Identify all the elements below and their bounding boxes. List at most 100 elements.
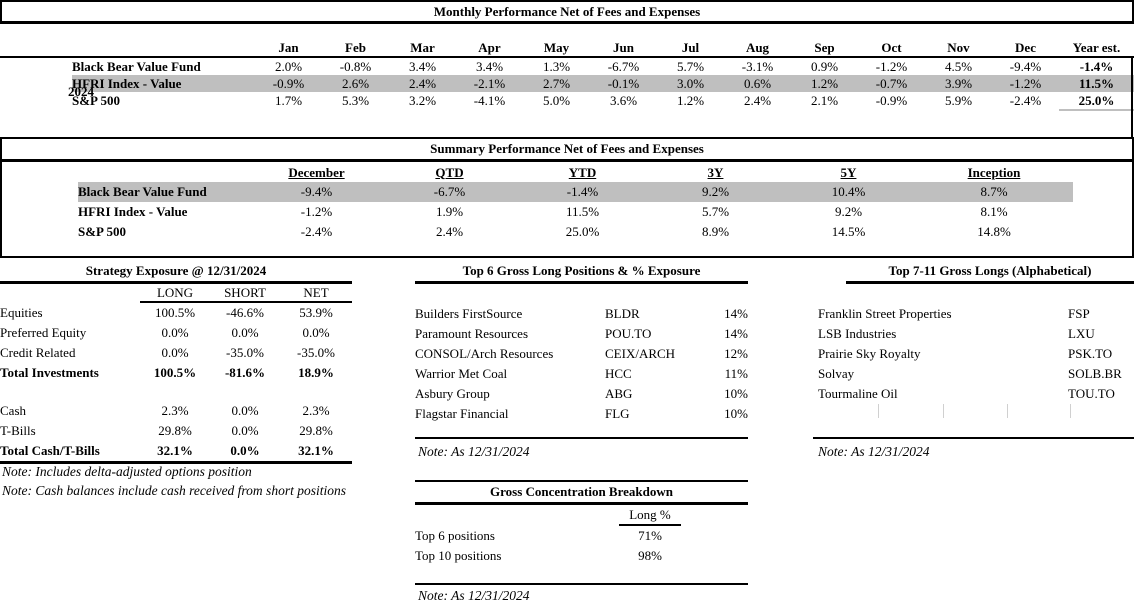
position-ticker: TOU.TO	[1068, 386, 1115, 401]
strategy-cell: 100.5%	[153, 365, 197, 380]
strategy-cell: 53.9%	[299, 305, 333, 320]
top7-11-longs-table: Franklin Street Properties FSP LSB Indus…	[818, 304, 1134, 404]
position-row: Flagstar Financial FLG 10%	[415, 404, 748, 424]
position-row: Builders FirstSource BLDR 14%	[415, 304, 748, 324]
monthly-cell: 5.9%	[944, 93, 973, 108]
position-name: Asbury Group	[415, 386, 490, 401]
position-ticker: ABG	[605, 386, 633, 401]
top7-11-bottom-rule	[813, 437, 1134, 439]
strategy-row: Preferred Equity 0.0% 0.0% 0.0%	[0, 323, 352, 343]
month-header: Apr	[456, 40, 523, 58]
position-pct: 14%	[724, 306, 748, 321]
concentration-cell: 98%	[638, 548, 662, 563]
monthly-cell: 3.6%	[609, 93, 638, 108]
monthly-cell: 2.1%	[810, 93, 839, 108]
concentration-bottom-rule	[415, 583, 748, 585]
row-spacer	[0, 75, 72, 92]
concentration-note: Note: As 12/31/2024	[418, 588, 530, 603]
strategy-cell: 29.8%	[299, 423, 333, 438]
monthly-year-est-cell: 11.5%	[1059, 75, 1134, 92]
monthly-cell: -2.4%	[1009, 93, 1042, 108]
row-spacer	[0, 57, 72, 75]
row-spacer	[0, 182, 78, 202]
position-pct: 14%	[724, 326, 748, 341]
monthly-cell: 0.9%	[810, 58, 839, 74]
strategy-cell: 100.5%	[154, 305, 196, 320]
monthly-cell: 3.2%	[408, 93, 437, 108]
position-ticker: CEIX/ARCH	[605, 346, 676, 361]
summary-cell: 10.4%	[782, 182, 915, 202]
monthly-cell: 1.3%	[542, 58, 571, 74]
summary-table-border	[0, 137, 1134, 258]
row-label: HFRI Index - Value	[78, 204, 188, 219]
row-label: Black Bear Value Fund	[72, 58, 201, 74]
row-label: Total Investments	[0, 365, 99, 380]
blank-cell	[693, 526, 748, 546]
summary-cell: 14.8%	[977, 224, 1011, 239]
monthly-cell: 3.0%	[657, 75, 724, 92]
monthly-cell: -0.9%	[255, 75, 322, 92]
row-spacer	[0, 92, 72, 110]
monthly-cell: 2.7%	[523, 75, 590, 92]
summary-cell: 9.2%	[834, 204, 863, 219]
blank-cell	[0, 383, 352, 401]
summary-row-hfri: HFRI Index - Value -1.2% 1.9% 11.5% 5.7%…	[0, 202, 1073, 222]
summary-cell: 2.4%	[435, 224, 464, 239]
strategy-note-cash: Note: Cash balances include cash receive…	[2, 483, 346, 498]
faint-gridline	[1007, 404, 1008, 418]
position-name: LSB Industries	[818, 326, 897, 341]
monthly-cell: -0.1%	[590, 75, 657, 92]
summary-cell: -6.7%	[383, 182, 516, 202]
top6-longs-title: Top 6 Gross Long Positions & % Exposure	[415, 261, 748, 284]
summary-cell: 9.2%	[649, 182, 782, 202]
top6-bottom-rule	[415, 437, 748, 439]
faint-gridline	[878, 404, 879, 418]
strategy-cell: 0.0%	[231, 325, 259, 340]
year-label: 2024	[68, 84, 94, 99]
blank-cell	[693, 546, 748, 566]
monthly-title-right-border	[1132, 0, 1134, 24]
monthly-cell: -1.2%	[875, 58, 908, 74]
strategy-column-header: LONG	[140, 284, 210, 303]
position-row: CONSOL/Arch Resources CEIX/ARCH 12%	[415, 344, 748, 364]
position-row: Asbury Group ABG 10%	[415, 384, 748, 404]
faint-gridline	[1070, 404, 1071, 418]
monthly-year-est-cell: -1.4%	[1079, 58, 1114, 74]
top6-note: Note: As 12/31/2024	[418, 444, 530, 459]
month-header: Nov	[925, 40, 992, 58]
strategy-cell: 0.0%	[231, 403, 259, 418]
position-row: LSB Industries LXU	[818, 324, 1134, 344]
row-spacer	[0, 222, 78, 242]
monthly-cell: 1.2%	[791, 75, 858, 92]
strategy-header-spacer	[0, 284, 140, 302]
strategy-cell: 29.8%	[158, 423, 192, 438]
monthly-table-right-border	[1131, 57, 1133, 137]
month-header: Year est.	[1059, 40, 1134, 58]
monthly-cell: -1.2%	[992, 75, 1059, 92]
summary-cell: -2.4%	[300, 224, 333, 239]
faint-gridline	[943, 404, 944, 418]
monthly-cell: 3.4%	[475, 58, 504, 74]
position-ticker: SOLB.BR	[1068, 366, 1122, 381]
strategy-cell: 32.1%	[280, 441, 352, 464]
position-ticker: LXU	[1068, 326, 1095, 341]
monthly-cell: 1.2%	[676, 93, 705, 108]
monthly-cell: -9.4%	[1009, 58, 1042, 74]
strategy-row: Equities 100.5% -46.6% 53.9%	[0, 302, 352, 323]
summary-header-row: December QTD YTD 3Y 5Y Inception	[0, 163, 1073, 182]
strategy-exposure-title: Strategy Exposure @ 12/31/2024	[0, 261, 352, 284]
row-label: S&P 500	[72, 93, 121, 108]
summary-column-header: 5Y	[840, 164, 857, 180]
position-ticker: FSP	[1068, 306, 1090, 321]
monthly-row-sp500: S&P 500 1.7% 5.3% 3.2% -4.1% 5.0% 3.6% 1…	[0, 92, 1134, 111]
strategy-row: Cash 2.3% 0.0% 2.3%	[0, 401, 352, 421]
summary-cell: 5.7%	[701, 204, 730, 219]
summary-cell: 11.5%	[565, 204, 600, 219]
top7-11-note: Note: As 12/31/2024	[818, 444, 930, 459]
monthly-cell: 5.3%	[341, 93, 370, 108]
strategy-column-header: NET	[280, 284, 352, 303]
position-ticker: FLG	[605, 406, 630, 421]
summary-header-spacer	[0, 163, 250, 182]
position-row: Paramount Resources POU.TO 14%	[415, 324, 748, 344]
